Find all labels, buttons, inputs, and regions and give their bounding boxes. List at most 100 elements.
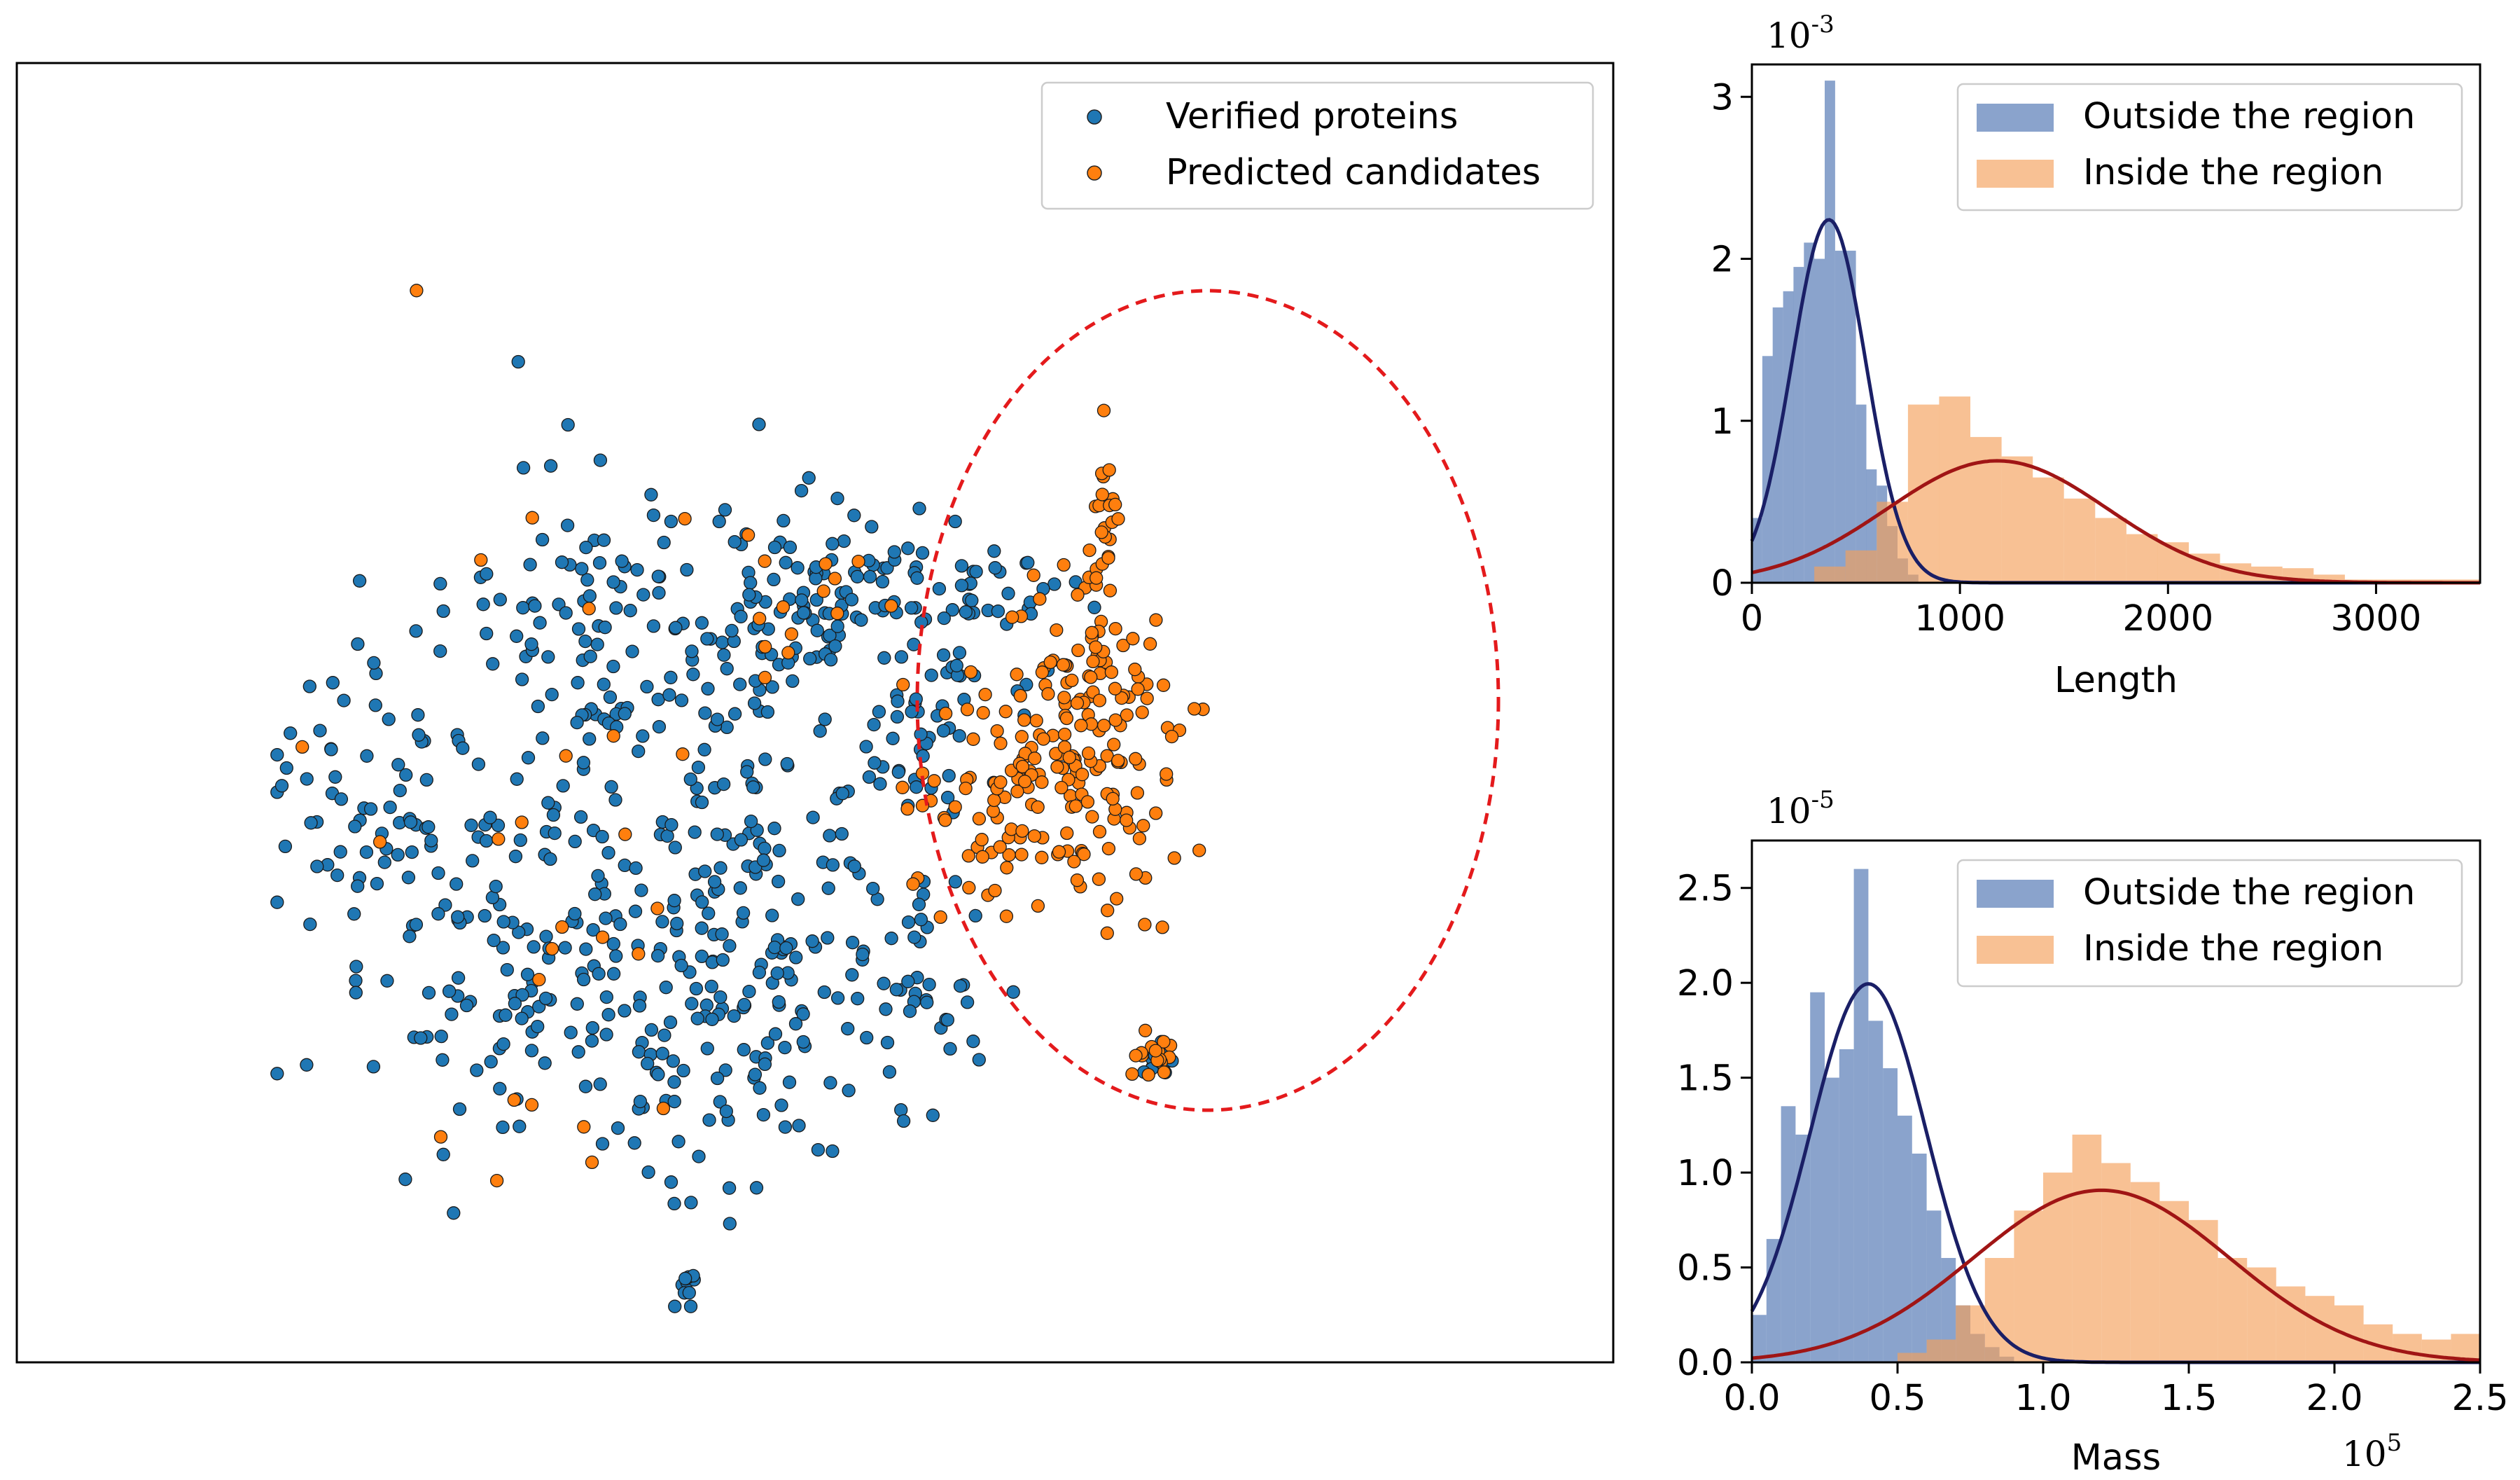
x-tick-label: 0.5 — [1869, 1378, 1926, 1419]
scatter-point-verified — [685, 644, 699, 658]
scatter-point-verified — [752, 417, 766, 431]
mass-histogram-panel: 0.0 0.5 1.0 1.5 2.0 2.5 0.0 0.5 1.0 1.5 2.0 2.5 10-… — [1677, 786, 2509, 1479]
scatter-point-predicted — [988, 883, 1002, 898]
scatter-point-verified — [486, 657, 500, 671]
scatter-point-verified — [666, 1054, 681, 1068]
scatter-point-predicted — [1056, 658, 1071, 672]
scatter-point-predicted — [948, 800, 962, 814]
y-tick-label: 1 — [1711, 401, 1734, 443]
scatter-point-verified — [837, 534, 851, 548]
scatter-point-verified — [695, 895, 709, 909]
scatter-point-verified — [865, 520, 879, 534]
scatter-point-verified — [685, 997, 699, 1011]
outside-histogram-bar — [1752, 1315, 1767, 1362]
scatter-point-verified — [854, 613, 868, 627]
scatter-point-verified — [583, 649, 597, 663]
scatter-point-predicted — [1085, 810, 1099, 824]
scatter-point-verified — [516, 461, 531, 475]
scatter-point-predicted — [959, 781, 973, 796]
scatter-point-predicted — [1089, 640, 1103, 654]
legend-marker-predicted — [1087, 165, 1102, 181]
scatter-point-predicted — [1041, 687, 1055, 701]
scatter-legend: Verified proteins Predicted candidates — [1040, 81, 1594, 210]
scatter-point-predicted — [1068, 799, 1083, 813]
scatter-point-predicted — [828, 572, 842, 586]
scatter-point-verified — [601, 1008, 615, 1022]
scatter-point-verified — [954, 579, 969, 593]
scatter-point-verified — [618, 858, 632, 873]
scatter-point-verified — [954, 559, 969, 573]
scatter-point-verified — [760, 1036, 775, 1050]
scatter-point-predicted — [1097, 403, 1111, 417]
scatter-point-predicted — [1129, 1049, 1143, 1063]
scatter-point-verified — [603, 690, 618, 705]
scatter-point-verified — [965, 593, 979, 607]
scatter-point-verified — [476, 597, 490, 611]
y-tick-label: 0 — [1711, 563, 1734, 604]
scatter-point-verified — [516, 601, 530, 615]
scatter-point-verified — [445, 1007, 459, 1021]
scatter-point-predicted — [532, 972, 546, 987]
scatter-point-verified — [882, 1065, 897, 1079]
mass-histogram-bars — [1752, 869, 2480, 1362]
scatter-point-verified — [713, 990, 728, 1004]
scatter-point-verified — [817, 985, 831, 1000]
scatter-point-verified — [515, 672, 529, 686]
scatter-point-verified — [932, 581, 947, 596]
scatter-point-verified — [667, 1075, 681, 1089]
scatter-point-verified — [915, 546, 930, 560]
scatter-point-verified — [718, 1063, 732, 1077]
outside-histogram-bar — [1795, 1134, 1811, 1362]
scatter-point-verified — [279, 761, 293, 775]
scatter-point-verified — [948, 514, 962, 529]
scatter-point-predicted — [816, 584, 830, 598]
scatter-point-predicted — [1000, 861, 1014, 875]
scatter-point-verified — [695, 949, 709, 964]
scatter-point-verified — [968, 908, 982, 923]
scatter-point-predicted — [1155, 920, 1169, 934]
scatter-point-verified — [748, 1067, 763, 1081]
scatter-point-verified — [657, 535, 671, 550]
scatter-point-verified — [359, 845, 374, 859]
scatter-point-predicted — [1092, 824, 1107, 839]
scatter-point-predicted — [492, 832, 506, 846]
scatter-point-verified — [744, 814, 758, 829]
scatter-point-predicted — [1015, 730, 1029, 744]
scatter-point-predicted — [753, 611, 767, 625]
scatter-point-verified — [780, 756, 794, 771]
scatter-point-predicted — [1092, 872, 1106, 886]
scatter-point-verified — [698, 864, 712, 878]
scatter-point-verified — [723, 1217, 737, 1231]
scatter-point-verified — [330, 868, 344, 883]
scatter-point-predicted — [1070, 873, 1085, 887]
scatter-point-verified — [668, 1299, 682, 1313]
scatter-point-verified — [698, 706, 712, 720]
y-tick-label: 0.5 — [1677, 1248, 1734, 1289]
scatter-point-verified — [863, 569, 877, 584]
scatter-point-verified — [531, 699, 545, 714]
length-legend-label-inside: Inside the region — [2083, 152, 2383, 193]
scatter-point-predicted — [1101, 904, 1115, 918]
scatter-point-predicted — [1070, 696, 1085, 710]
scatter-point-predicted — [524, 1098, 539, 1112]
scatter-point-verified — [571, 622, 586, 636]
scatter-point-predicted — [830, 607, 844, 621]
scatter-point-predicted — [1129, 752, 1143, 766]
scatter-point-verified — [436, 1053, 450, 1067]
scatter-point-predicted — [1129, 867, 1143, 881]
scatter-point-predicted — [1050, 760, 1064, 774]
scatter-point-predicted — [676, 747, 690, 761]
scatter-point-verified — [912, 502, 926, 516]
scatter-point-verified — [499, 1008, 513, 1022]
inside-histogram-bar — [2095, 518, 2126, 583]
scatter-point-verified — [655, 915, 669, 929]
scatter-point-predicted — [1027, 829, 1041, 843]
scatter-point-predicted — [650, 901, 664, 915]
scatter-point-verified — [924, 668, 938, 682]
scatter-point-verified — [850, 569, 865, 583]
scatter-point-verified — [727, 1009, 741, 1023]
scatter-point-verified — [988, 561, 1002, 575]
scatter-point-predicted — [1081, 746, 1096, 761]
scatter-point-verified — [868, 756, 882, 770]
scatter-point-predicted — [1164, 729, 1179, 744]
